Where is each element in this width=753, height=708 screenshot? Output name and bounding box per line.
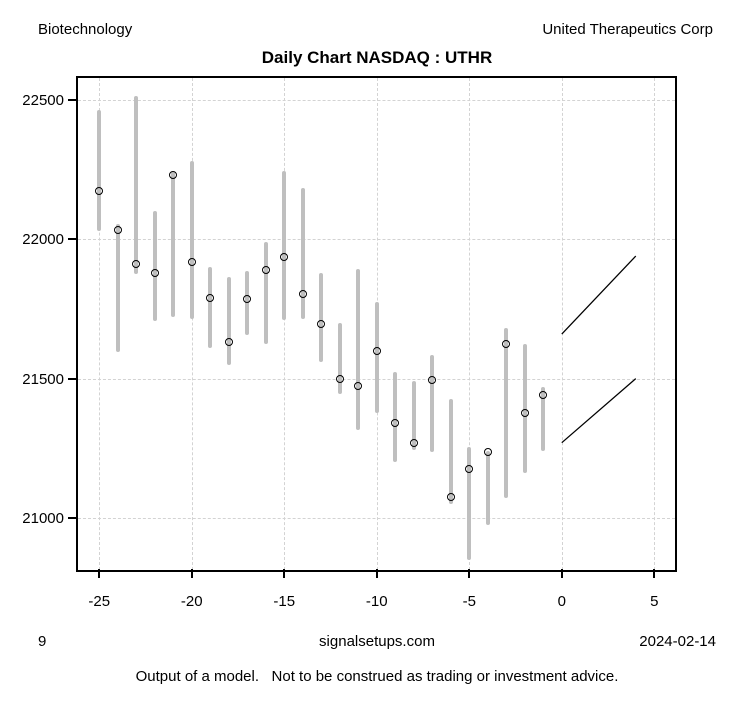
grid-line-vertical — [99, 78, 101, 570]
price-bar — [356, 268, 361, 431]
plot-area: -25 -20 -15 -10 -5 0 5 21000 21500 22000 22500 — [22, 76, 677, 610]
price-bar — [134, 95, 139, 275]
y-axis-tick — [68, 99, 77, 101]
price-bar — [319, 272, 324, 362]
close-marker — [261, 265, 270, 274]
close-marker — [502, 339, 511, 348]
x-axis-tick-label: -15 — [273, 593, 296, 610]
grid-line-horizontal — [78, 239, 675, 241]
close-marker — [187, 257, 196, 266]
close-marker — [169, 171, 178, 180]
x-axis-tick — [190, 569, 193, 578]
y-axis-tick-label: 22500 — [22, 92, 64, 109]
close-marker — [113, 225, 122, 234]
close-marker — [372, 346, 381, 355]
close-marker — [483, 448, 492, 457]
footer-site-label: signalsetups.com — [319, 633, 435, 650]
price-bar — [152, 211, 157, 322]
x-axis-tick-label: -25 — [88, 593, 111, 610]
close-marker — [206, 293, 215, 302]
close-marker — [243, 295, 252, 304]
chart-title: Daily Chart NASDAQ : UTHR — [261, 48, 493, 67]
x-axis-tick-label: 5 — [650, 593, 659, 610]
price-bar — [282, 171, 287, 321]
grid-line-vertical — [469, 78, 471, 570]
footer-page-number: 9 — [38, 633, 47, 650]
sector-label: Biotechnology — [38, 21, 133, 38]
price-bar — [467, 446, 472, 560]
grid-line-vertical — [654, 78, 656, 570]
trend-line — [561, 255, 637, 335]
close-marker — [280, 253, 289, 262]
trend-line — [561, 378, 637, 444]
x-axis-tick — [560, 569, 563, 578]
close-marker — [446, 493, 455, 501]
x-axis-tick — [468, 569, 471, 578]
price-bar — [448, 399, 453, 504]
close-marker — [409, 438, 418, 447]
price-bar — [97, 109, 102, 231]
price-bar — [485, 451, 490, 525]
grid-line-vertical — [191, 78, 193, 570]
close-marker — [539, 391, 548, 400]
price-bar — [522, 343, 527, 474]
footer-date: 2024-02-14 — [639, 633, 716, 650]
price-bar — [337, 322, 342, 394]
close-marker — [391, 419, 400, 428]
price-bar — [374, 301, 379, 414]
y-axis-tick — [68, 238, 77, 241]
x-axis-tick-label: 0 — [557, 593, 566, 610]
close-marker — [335, 374, 344, 383]
price-bar — [300, 187, 305, 319]
grid-line-horizontal — [78, 517, 675, 519]
close-marker — [150, 268, 159, 277]
company-label: United Therapeutics Corp — [542, 21, 713, 38]
close-marker — [354, 381, 363, 390]
close-marker — [465, 465, 474, 474]
close-marker — [520, 409, 529, 418]
y-axis-tick-label: 21000 — [22, 509, 64, 527]
x-axis-tick-label: -5 — [462, 593, 476, 610]
price-bar — [263, 242, 268, 344]
y-axis-tick — [68, 516, 77, 519]
x-axis-tick-label: -20 — [180, 593, 203, 610]
close-marker — [95, 186, 104, 195]
price-bar — [504, 328, 509, 499]
price-bar — [245, 271, 250, 336]
price-bar — [226, 276, 231, 365]
x-axis-tick — [375, 569, 378, 578]
grid-line-horizontal — [78, 100, 675, 101]
grid-line-vertical — [561, 78, 563, 570]
disclaimer-text: Output of a model. Not to be construed a… — [135, 668, 619, 685]
trend-line-svg — [561, 255, 637, 444]
price-bar — [541, 386, 546, 452]
price-bar — [171, 172, 176, 318]
close-marker — [298, 289, 307, 298]
price-bar — [189, 161, 194, 319]
price-bar — [430, 354, 435, 453]
x-axis-tick — [283, 569, 286, 578]
x-axis-tick — [98, 569, 101, 578]
x-axis-tick-label: -10 — [365, 593, 388, 610]
price-bar — [115, 223, 120, 353]
price-bar — [208, 267, 213, 348]
close-marker — [428, 375, 437, 384]
price-bar — [393, 371, 398, 463]
close-marker — [224, 338, 233, 347]
close-marker — [132, 260, 141, 269]
x-axis-tick — [653, 569, 656, 578]
grid-line-vertical — [284, 78, 286, 570]
y-axis-tick-label: 21500 — [22, 370, 64, 388]
y-axis-tick — [68, 377, 77, 380]
y-axis-tick-label: 22000 — [22, 231, 64, 249]
close-marker — [317, 320, 326, 329]
price-bar — [411, 381, 416, 450]
